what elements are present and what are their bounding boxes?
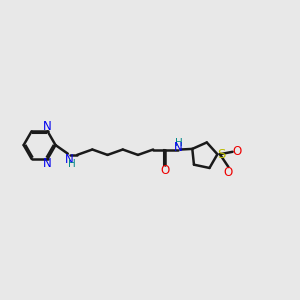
- Text: N: N: [65, 153, 74, 166]
- Text: H: H: [175, 138, 183, 148]
- Text: N: N: [43, 120, 52, 133]
- Text: S: S: [217, 148, 225, 161]
- Text: O: O: [161, 164, 170, 177]
- Text: O: O: [232, 145, 242, 158]
- Text: H: H: [68, 159, 76, 169]
- Text: N: N: [174, 141, 183, 154]
- Text: O: O: [224, 166, 233, 179]
- Text: N: N: [43, 157, 52, 170]
